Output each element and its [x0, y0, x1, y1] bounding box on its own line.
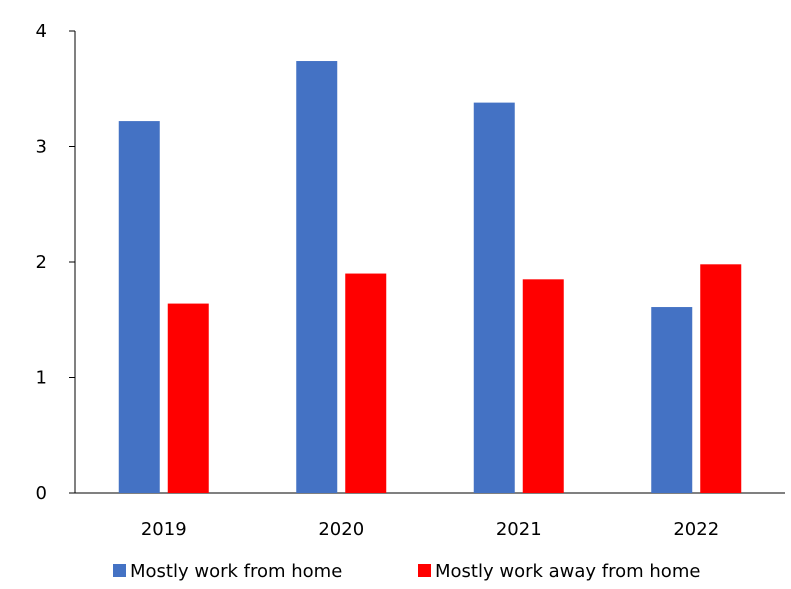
legend-label: Mostly work from home — [130, 561, 342, 582]
y-tick-label: 1 — [36, 368, 47, 389]
x-tick-label: 2022 — [673, 519, 719, 540]
y-tick-label: 0 — [36, 483, 47, 504]
bar-work-from-home-2020 — [296, 61, 338, 493]
x-tick-label: 2021 — [496, 519, 542, 540]
y-tick-label: 3 — [36, 137, 47, 158]
y-tick-label: 4 — [36, 21, 47, 42]
x-axis-ticks: 2019 2020 2021 2022 — [141, 519, 719, 540]
legend: Mostly work from home Mostly work away fr… — [113, 561, 700, 582]
legend-label: Mostly work away from home — [435, 561, 700, 582]
bar-work-from-home-2019 — [118, 121, 160, 493]
bar-work-from-home-2021 — [473, 102, 515, 494]
x-tick-label: 2019 — [141, 519, 187, 540]
bar-work-away-from-home-2020 — [345, 273, 387, 493]
bar-work-away-from-home-2022 — [700, 264, 742, 493]
bar-work-away-from-home-2021 — [522, 279, 564, 493]
x-tick-label: 2020 — [318, 519, 364, 540]
y-axis-ticks: 0 1 2 3 4 — [36, 21, 75, 504]
bar-work-away-from-home-2019 — [167, 303, 209, 493]
bars — [118, 61, 742, 494]
legend-swatch — [113, 564, 126, 577]
legend-swatch — [418, 564, 431, 577]
y-tick-label: 2 — [36, 252, 47, 273]
bar-work-from-home-2022 — [651, 307, 693, 493]
